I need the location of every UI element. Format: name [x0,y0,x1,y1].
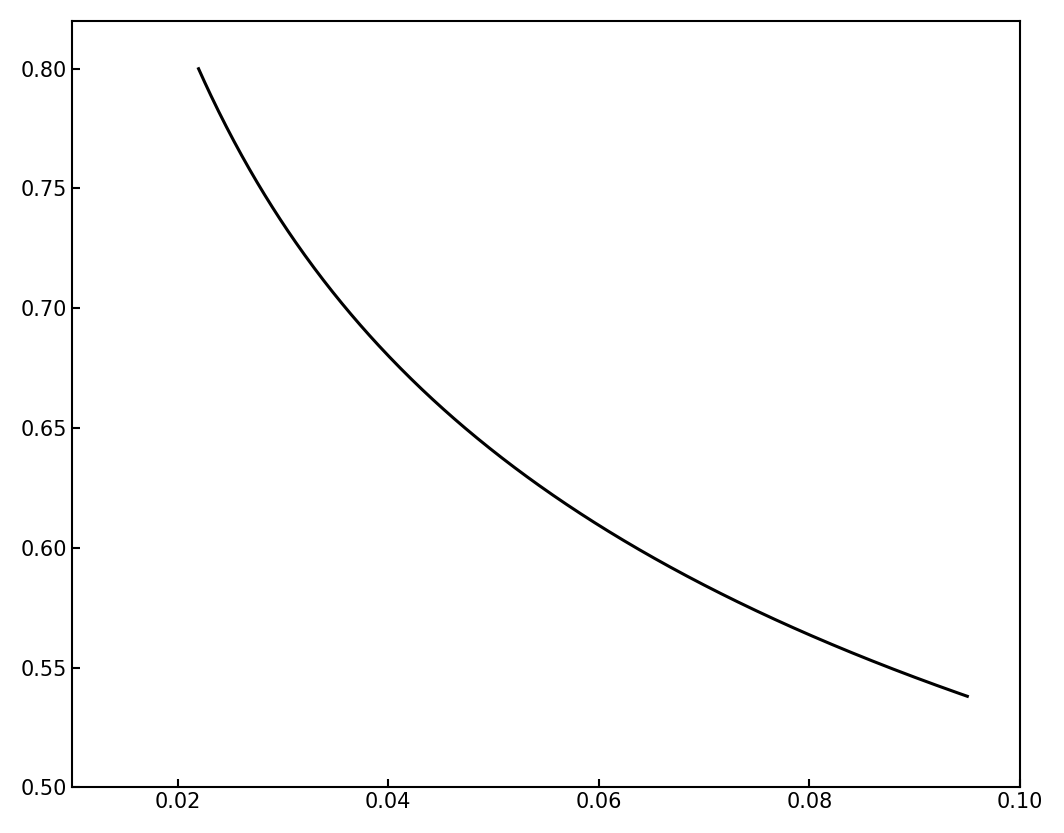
Text: ME: ME [0,392,3,441]
